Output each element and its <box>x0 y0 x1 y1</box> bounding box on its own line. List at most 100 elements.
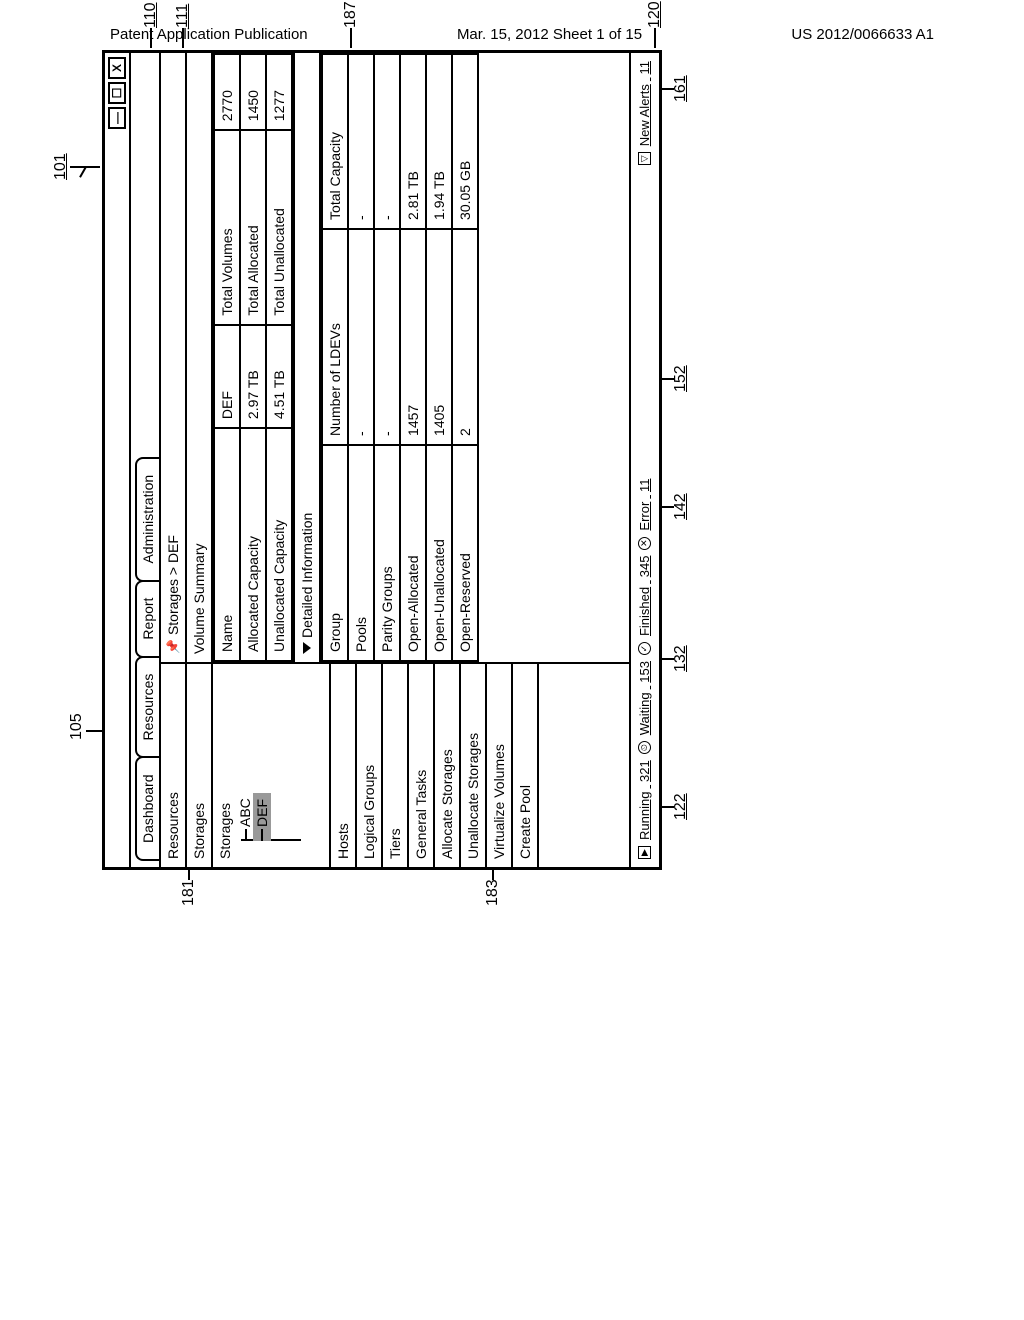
status-finished[interactable]: Finished 345 <box>637 556 652 636</box>
task-virtualize-volumes[interactable]: Virtualize Volumes <box>487 664 513 867</box>
detailed-info-title: Detailed Information <box>299 513 315 638</box>
callout-142: 142 <box>672 493 690 520</box>
table-row: Open-Reserved 2 30.05 GB <box>452 54 478 661</box>
table-row: Name DEF Total Volumes 2770 <box>214 54 240 661</box>
sidebar-item-logical-groups[interactable]: Logical Groups <box>357 664 383 867</box>
storages-tree: Storages ABC DEF <box>213 664 331 867</box>
sidebar-section-storages: Storages <box>187 664 213 867</box>
task-create-pool[interactable]: Create Pool <box>513 664 539 867</box>
tab-administration[interactable]: Administration <box>135 457 159 582</box>
tab-report[interactable]: Report <box>135 580 159 658</box>
callout-187: 187 <box>342 1 360 28</box>
cell: Parity Groups <box>374 445 400 661</box>
callout-101: 101 <box>52 153 70 180</box>
cell: - <box>374 54 400 229</box>
cell: 1405 <box>426 229 452 445</box>
tree-item-abc[interactable]: ABC <box>237 672 253 841</box>
status-waiting[interactable]: Waiting 153 <box>637 661 652 735</box>
cell: - <box>374 229 400 445</box>
callout-161: 161 <box>672 75 690 102</box>
cell: Open-Allocated <box>400 445 426 661</box>
sidebar-section-general-tasks: General Tasks <box>409 664 435 867</box>
status-bar: ▶ Running 321 ⏲ Waiting 153 ✓ Finished 3… <box>629 53 657 867</box>
cell: 2.97 TB <box>240 325 266 429</box>
chevron-down-icon <box>303 642 311 654</box>
detailed-info-header[interactable]: Detailed Information <box>293 53 321 662</box>
cell: Open-Unallocated <box>426 445 452 661</box>
table-row: Parity Groups - - <box>374 54 400 661</box>
window-titlebar: — ☐ X <box>105 53 131 867</box>
tree-item-def[interactable]: DEF <box>253 793 271 841</box>
callout-152: 152 <box>672 365 690 392</box>
running-icon: ▶ <box>638 846 651 859</box>
cell: 1.94 TB <box>426 54 452 229</box>
cell: Open-Reserved <box>452 445 478 661</box>
callout-120: 120 <box>646 1 664 28</box>
callout-111: 111 <box>174 4 192 28</box>
general-tasks-list: Allocate Storages Unallocate Storages Vi… <box>435 664 539 867</box>
cell: 2770 <box>214 54 240 130</box>
table-row: Open-Unallocated 1405 1.94 TB <box>426 54 452 661</box>
cell: 1450 <box>240 54 266 130</box>
cell: 2 <box>452 229 478 445</box>
status-error[interactable]: Error 11 <box>637 479 652 531</box>
cell: Unallocated Capacity <box>266 428 292 661</box>
cell: - <box>348 54 374 229</box>
sidebar-item-hosts[interactable]: Hosts <box>331 664 357 867</box>
minimize-button[interactable]: — <box>108 107 126 129</box>
hdr-right: US 2012/0066633 A1 <box>791 26 934 43</box>
breadcrumb-text: Storages > DEF <box>165 535 181 635</box>
maximize-button[interactable]: ☐ <box>108 82 126 104</box>
pin-icon: 📌 <box>166 639 180 654</box>
finished-icon: ✓ <box>638 642 651 655</box>
cell: Pools <box>348 445 374 661</box>
cell: 1277 <box>266 54 292 130</box>
sidebar-section-resources: Resources <box>161 664 187 867</box>
callout-132: 132 <box>672 645 690 672</box>
table-row: Open-Allocated 1457 2.81 TB <box>400 54 426 661</box>
cell: Allocated Capacity <box>240 428 266 661</box>
cell: - <box>348 229 374 445</box>
sidebar: Resources Storages Storages ABC DEF Host… <box>161 662 629 867</box>
table-row: Unallocated Capacity 4.51 TB Total Unall… <box>266 54 292 661</box>
cell: 4.51 TB <box>266 325 292 429</box>
main-tabs: Dashboard Resources Report Administratio… <box>131 53 159 867</box>
volume-summary-title: Volume Summary <box>187 53 213 662</box>
cell: DEF <box>214 325 240 429</box>
cell: Total Unallocated <box>266 130 292 324</box>
breadcrumb: 📌 Storages > DEF <box>161 53 187 662</box>
main-panel: 📌 Storages > DEF Volume Summary Name DEF… <box>161 53 629 662</box>
status-new-alerts[interactable]: New Alerts 11 <box>637 61 652 146</box>
table-row: Group Number of LDEVs Total Capacity <box>322 54 348 661</box>
waiting-icon: ⏲ <box>638 741 651 754</box>
col-group: Group <box>322 445 348 661</box>
cell: Total Allocated <box>240 130 266 324</box>
work-area: Resources Storages Storages ABC DEF Host… <box>159 53 629 867</box>
table-row: Allocated Capacity 2.97 TB Total Allocat… <box>240 54 266 661</box>
tab-resources[interactable]: Resources <box>135 656 159 759</box>
task-allocate-storages[interactable]: Allocate Storages <box>435 664 461 867</box>
detailed-info-table: Group Number of LDEVs Total Capacity Poo… <box>321 53 479 662</box>
alerts-icon: ▽ <box>638 152 651 165</box>
status-running[interactable]: Running 321 <box>637 760 652 840</box>
app-window: — ☐ X Dashboard Resources Report Adminis… <box>102 50 662 870</box>
cell: Total Volumes <box>214 130 240 324</box>
callout-122: 122 <box>672 793 690 820</box>
callout-181: 181 <box>180 879 198 906</box>
callout-110: 110 <box>142 2 160 28</box>
table-row: Pools - - <box>348 54 374 661</box>
tab-dashboard[interactable]: Dashboard <box>135 757 159 862</box>
cell: 2.81 TB <box>400 54 426 229</box>
col-ldevs: Number of LDEVs <box>322 229 348 445</box>
sidebar-nav-list: Hosts Logical Groups Tiers <box>331 664 409 867</box>
close-button[interactable]: X <box>108 57 126 79</box>
callout-105: 105 <box>68 713 86 740</box>
error-icon: ✕ <box>638 537 651 550</box>
figure-stage: 101 105 110 111 185 103 187 120 181 183 … <box>52 0 772 940</box>
sidebar-item-tiers[interactable]: Tiers <box>383 664 409 867</box>
tree-root-storages[interactable]: Storages <box>217 672 233 859</box>
task-unallocate-storages[interactable]: Unallocate Storages <box>461 664 487 867</box>
col-capacity: Total Capacity <box>322 54 348 229</box>
callout-183: 183 <box>484 879 502 906</box>
cell: Name <box>214 428 240 661</box>
